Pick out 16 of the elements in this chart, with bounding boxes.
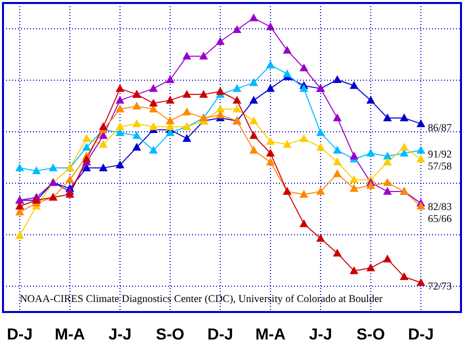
x-tick-label: D-J (6, 326, 33, 344)
series-label: 57/58 (428, 161, 452, 172)
x-tick-label: M-A (255, 326, 286, 344)
series-label: 65/66 (428, 214, 452, 226)
x-tick-label: S-O (356, 326, 385, 344)
series-label: 86/87 (428, 122, 452, 134)
x-tick-label: J-J (108, 326, 132, 344)
x-tick-label: M-A (54, 326, 86, 344)
x-tick-label: S-O (156, 326, 184, 344)
x-tick-label: D-J (207, 326, 234, 344)
series-label: 72/73 (428, 282, 452, 293)
x-tick-label: J-J (309, 326, 332, 344)
series-label: 91/92 (428, 149, 452, 160)
series-label: 82/83 (428, 202, 452, 214)
x-tick-label: D-J (408, 326, 434, 344)
annotation: NOAA-CIRES Climate Diagnostics Center (CDC), University of Colorado at Boulder (20, 294, 383, 305)
